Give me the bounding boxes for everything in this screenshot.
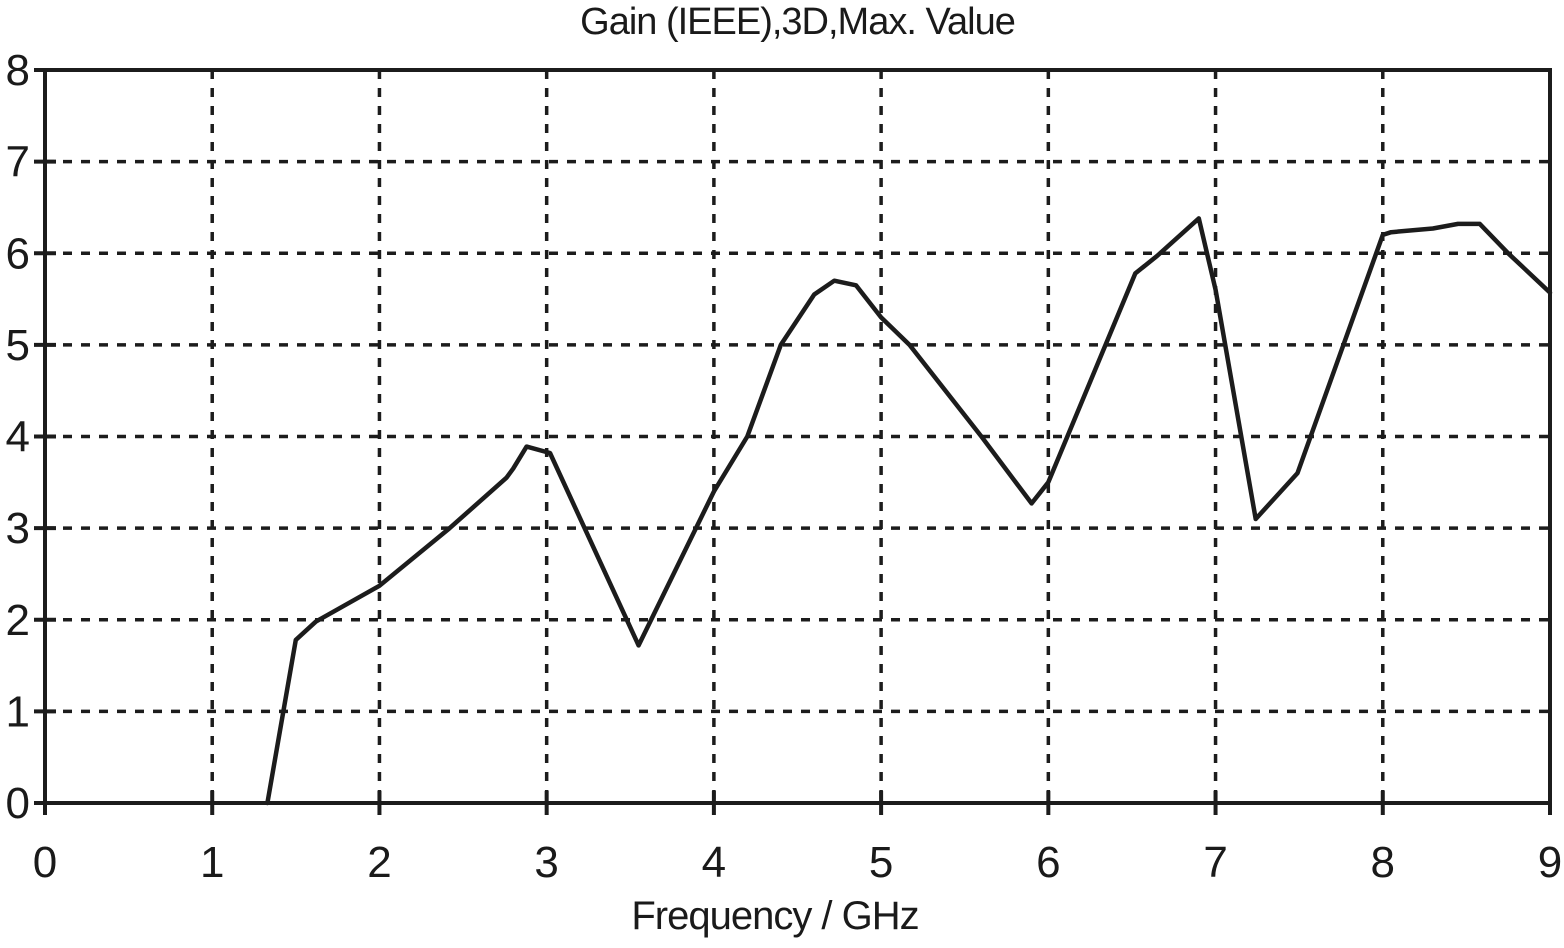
x-tick-label: 1: [200, 838, 224, 887]
y-tick-label: 5: [6, 321, 30, 370]
x-tick-label: 8: [1371, 838, 1395, 887]
y-tick-label: 6: [6, 229, 30, 278]
x-tick-label: 5: [869, 838, 893, 887]
y-tick-label: 8: [6, 46, 30, 95]
x-tick-label: 4: [702, 838, 726, 887]
x-tick-label: 2: [367, 838, 391, 887]
x-tick-label: 0: [33, 838, 57, 887]
x-tick-label: 6: [1036, 838, 1060, 887]
x-tick-label: 3: [534, 838, 558, 887]
x-tick-label: 9: [1538, 838, 1562, 887]
x-axis-label: Frequency / GHz: [631, 894, 919, 938]
x-tick-label: 7: [1203, 838, 1227, 887]
gain-curve: [265, 216, 1553, 806]
y-tick-label: 3: [6, 504, 30, 553]
y-tick-label: 1: [6, 687, 30, 736]
y-tick-label: 0: [6, 779, 30, 828]
chart-title: Gain (IEEE),3D,Max. Value: [580, 1, 1016, 43]
y-tick-label: 7: [6, 138, 30, 187]
y-tick-label: 2: [6, 596, 30, 645]
y-tick-label: 4: [6, 413, 30, 462]
